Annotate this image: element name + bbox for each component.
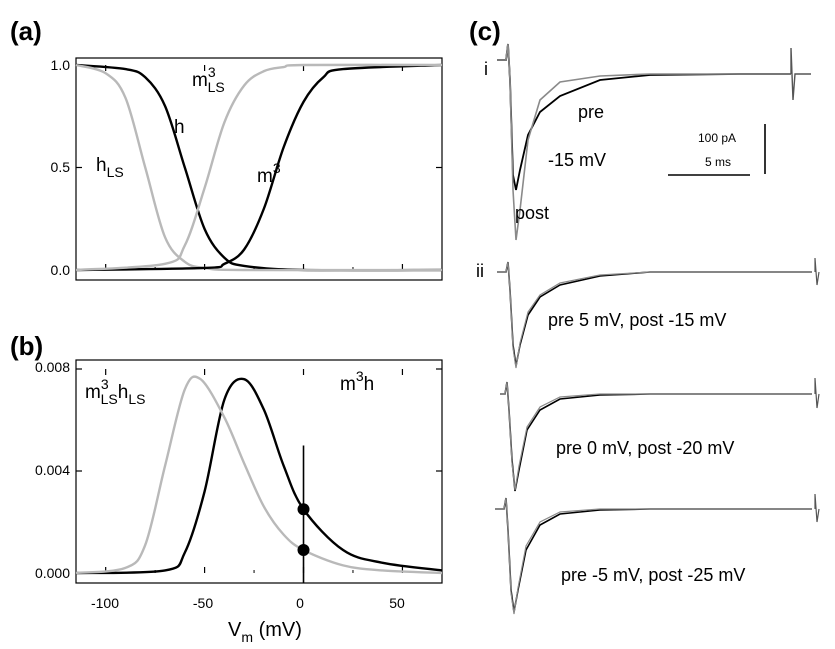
panel-b-chart: 0.000 0.004 0.008 -100 -50 0 50 Vm (mV) … — [35, 359, 443, 645]
label-h: h — [174, 117, 185, 138]
x-axis-label-unit: (mV) — [253, 619, 302, 641]
label-m3: m3 — [257, 160, 281, 187]
xtick-minus50: -50 — [193, 595, 213, 611]
label-hLS-main: h — [96, 155, 107, 176]
label-m3h: m3h — [340, 368, 374, 395]
trace-iii-artifact — [814, 377, 820, 409]
label-m3LS-sub: LS — [208, 79, 225, 95]
x-axis-label-sub: m — [241, 629, 253, 645]
panel-a-ytick-2: 1.0 — [51, 57, 71, 73]
trace-ii-artifact — [814, 257, 820, 286]
panel-a-frame — [75, 57, 443, 281]
panel-a-curves — [75, 63, 443, 272]
trace-i-artifact — [790, 47, 811, 101]
trace-caption-3: pre -5 mV, post -25 mV — [561, 565, 745, 585]
row-label-i: i — [484, 59, 488, 79]
trace-iii-post — [500, 381, 812, 491]
panel-a-ytick-1: 0.5 — [51, 159, 71, 175]
label-m3LShLS-sub2: LS — [128, 391, 145, 407]
label-m3h-main: m — [340, 374, 356, 395]
label-m3LS-main: m — [192, 70, 208, 91]
label-m3LS-sup: 3 — [208, 64, 216, 80]
label-m3-main: m — [257, 166, 273, 187]
scalebar-current: 100 pA — [698, 131, 736, 145]
trace-iv-post — [495, 497, 812, 615]
panel-b-ytick-1: 0.004 — [35, 462, 70, 478]
xtick-50: 50 — [389, 595, 405, 611]
panel-b-curves — [75, 375, 443, 583]
label-m3LShLS-m: m — [85, 382, 101, 403]
panel-b-curve-m3h — [75, 377, 443, 575]
label-hLS-sub: LS — [107, 164, 124, 180]
trace-iv — [495, 493, 820, 615]
panel-a-curve-m3LS — [75, 63, 443, 272]
label-m3LShLS-h: h — [118, 382, 129, 403]
label-pre: pre — [578, 102, 604, 122]
panel-c: i pre -15 mV post 100 pA 5 ms ii pre 5 m… — [476, 43, 820, 615]
trace-i-post — [497, 43, 791, 241]
trace-ii — [497, 257, 820, 369]
label-m3-sup: 3 — [273, 160, 281, 176]
panel-b-curve-m3LShLS — [75, 375, 443, 575]
panel-b-ytick-0: 0.000 — [35, 565, 70, 581]
label-minus15: -15 mV — [548, 150, 606, 170]
trace-caption-2: pre 0 mV, post -20 mV — [556, 438, 734, 458]
x-axis-label: Vm (mV) — [228, 619, 302, 645]
panel-a-curve-hLS — [75, 63, 443, 272]
panel-a-curve-m3 — [75, 63, 443, 272]
row-label-ii: ii — [476, 261, 484, 281]
panel-a-letter: (a) — [10, 16, 42, 46]
panel-b-letter: (b) — [10, 331, 43, 361]
trace-i — [497, 43, 811, 241]
trace-i-pre — [497, 43, 791, 191]
trace-iii — [500, 377, 820, 492]
trace-iv-artifact — [814, 493, 820, 523]
xtick-minus100: -100 — [91, 595, 119, 611]
trace-iv-pre — [495, 497, 812, 613]
trace-caption-1: pre 5 mV, post -15 mV — [548, 310, 726, 330]
scalebar-time: 5 ms — [705, 155, 731, 169]
xtick-0: 0 — [296, 595, 304, 611]
marker-dot-0 — [297, 503, 310, 516]
label-m3LS: m3 LS — [192, 64, 225, 95]
label-m3LShLS: m3 LShLS — [85, 376, 145, 407]
marker-dot-1 — [297, 544, 310, 557]
label-m3h-sup: 3 — [356, 368, 364, 384]
panel-a-ytick-0: 0.0 — [51, 262, 71, 278]
label-hLS: hLS — [96, 155, 124, 180]
panel-b-ytick-2: 0.008 — [35, 359, 70, 375]
trace-iii-pre — [500, 381, 812, 492]
panel-c-letter: (c) — [469, 16, 501, 46]
x-axis-label-main: V — [228, 619, 242, 641]
label-m3h-end: h — [364, 374, 375, 395]
label-m3LShLS-sup: 3 — [101, 376, 109, 392]
panel-a-chart: 0.0 0.5 1.0 h hLS m3 m3 LS — [51, 57, 443, 281]
label-m3LShLS-sub1: LS — [101, 391, 118, 407]
label-post: post — [515, 203, 549, 223]
trace-ii-post — [497, 261, 812, 369]
